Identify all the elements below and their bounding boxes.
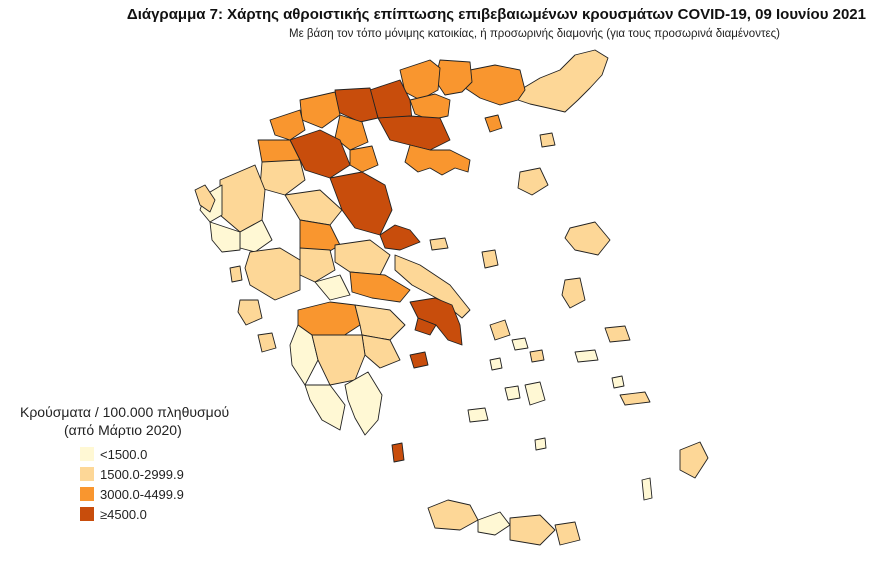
region-kefalonia [237,299,263,326]
region-magnesia [379,224,421,251]
legend-item: <1500.0 [80,444,229,464]
region-fokida [314,274,351,301]
region-preveza [209,221,241,253]
legend-subtitle: (από Μάρτιο 2020) [64,422,182,438]
region-evia [394,254,471,319]
region-skyros [481,249,499,269]
region-xanthi [434,59,473,96]
region-trikala [284,189,343,226]
region-arkadia [311,334,366,386]
region-chios [561,277,586,309]
legend-item: 3000.0-4499.9 [80,484,229,504]
region-kythira [391,442,405,463]
region-lemnos [517,167,549,196]
legend-item: 1500.0-2999.9 [80,464,229,484]
region-west-attica [414,317,437,336]
region-mykonos [529,349,545,363]
region-santorini [534,437,547,451]
legend: Κρούσματα / 100.000 πληθυσμού (από Μάρτι… [20,404,229,524]
region-andros [489,319,511,341]
legend-swatch [80,467,94,481]
region-samos [604,325,631,343]
legend-items: <1500.0 1500.0-2999.9 3000.0-4499.9 ≥450… [20,444,229,524]
region-rhodes [679,441,709,479]
region-thessaloniki [377,115,451,151]
region-corfu [194,184,216,213]
region-argolida [361,334,401,369]
region-salamina [409,351,429,369]
region-tinos [511,337,529,351]
region-zakynthos [257,332,277,353]
region-syros [489,357,503,371]
region-lesvos [564,221,611,256]
legend-title: Κρούσματα / 100.000 πληθυσμού [20,404,230,420]
region-kavala [409,93,451,121]
region-kalymnos [611,375,625,389]
map-title: Διάγραμμα 7: Χάρτης αθροιστικής επίπτωση… [126,6,866,23]
region-viotia [349,271,411,303]
legend-swatch [80,447,94,461]
legend-label: ≥4500.0 [100,506,147,522]
region-chania [427,499,479,531]
region-messinia [304,384,346,431]
region-skopelos [429,237,449,251]
region-thasos [484,114,503,133]
legend-swatch [80,487,94,501]
region-imathia [334,114,369,151]
region-lasithi [554,521,581,546]
region-evrytania [299,247,336,283]
legend-label: 1500.0-2999.9 [100,466,184,482]
region-larissa [329,171,393,236]
region-rethymno [477,511,511,536]
region-pieria [349,145,379,173]
region-karpathos [641,477,653,501]
region-paros [504,385,521,401]
region-lakonia [344,371,383,436]
region-grevena [259,159,306,196]
region-kozani [289,129,351,179]
region-fthiotida [334,239,391,276]
region-thrace-east [517,49,609,113]
legend-item: ≥4500.0 [80,504,229,524]
region-aitoloakarnania [244,247,301,301]
map-subtitle: Με βάση τον τόπο μόνιμης κατοικίας, ή πρ… [288,28,780,40]
region-florina [269,109,306,141]
legend-label: 3000.0-4499.9 [100,486,184,502]
region-pella [299,91,341,129]
region-milos [467,407,489,423]
region-thrace-mid [464,64,526,106]
region-heraklion [509,514,556,546]
legend-label: <1500.0 [100,446,148,462]
region-naxos [524,381,546,406]
region-ikaria [574,349,599,363]
region-kos [619,391,651,406]
region-chalkidiki [404,144,471,176]
legend-swatch [80,507,94,521]
region-lefkada [229,265,243,283]
region-samothraki [539,132,556,148]
